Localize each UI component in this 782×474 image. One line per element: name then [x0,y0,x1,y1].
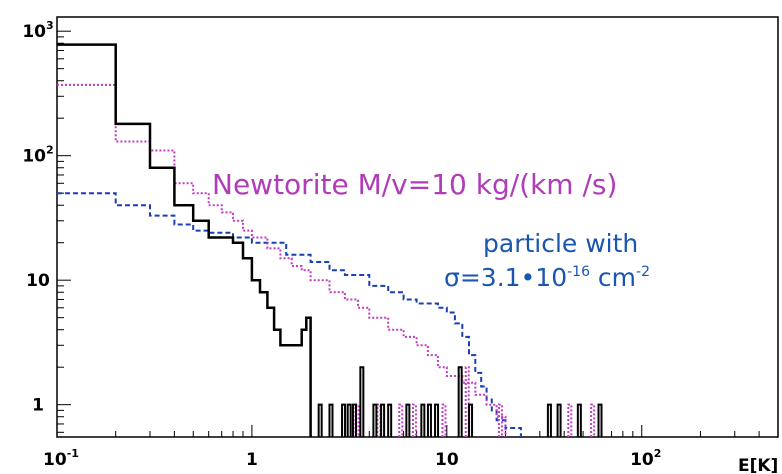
spike [576,403,582,437]
y-tick-label: 103 [22,19,53,42]
spike [556,403,562,437]
spike [457,366,463,437]
particle-exp1: -16 [567,264,590,280]
spike [387,403,393,437]
x-axis-label: E[K] [738,456,778,474]
spike [346,403,352,437]
y-tick-label: 1 [32,396,44,416]
spike [380,403,386,437]
spike [567,403,573,437]
spike [441,403,447,437]
spike [376,403,382,437]
spike [590,403,596,437]
annotation-particle-line1: particle with [483,229,638,258]
spike [546,403,552,437]
plot-frame [56,16,779,438]
particle-sigma-text: σ=3.1•10 [444,263,567,292]
spike [405,403,411,437]
series-solid-black [57,43,312,437]
annotation-particle-line2: σ=3.1•10-16 cm-2 [444,263,650,292]
spike [317,403,323,437]
spike [398,403,404,437]
particle-unit: cm [590,263,636,292]
spike [497,403,503,437]
series-layer [57,43,603,437]
spike [341,403,347,437]
y-tick-label: 102 [22,144,53,167]
spike [468,403,474,437]
spike [359,366,365,437]
spike [328,403,334,437]
spike [351,403,357,437]
x-tick-label: 10 [435,450,459,470]
x-tick-label: 1 [246,450,258,470]
spike [372,403,378,437]
spike [597,403,603,437]
spike [434,403,440,437]
series-dashed-blue [57,192,522,437]
y-tick-label: 10 [26,271,50,291]
annotation-newtorite: Newtorite M/v=10 kg/(km /s) [212,168,617,201]
spike [411,403,417,437]
particle-exp2: -2 [636,264,650,280]
series-dotted-magenta [57,83,507,437]
x-tick-label: 102 [630,447,661,470]
spike [420,403,426,437]
x-tick-label: 10-1 [43,447,79,470]
spike [426,403,432,437]
